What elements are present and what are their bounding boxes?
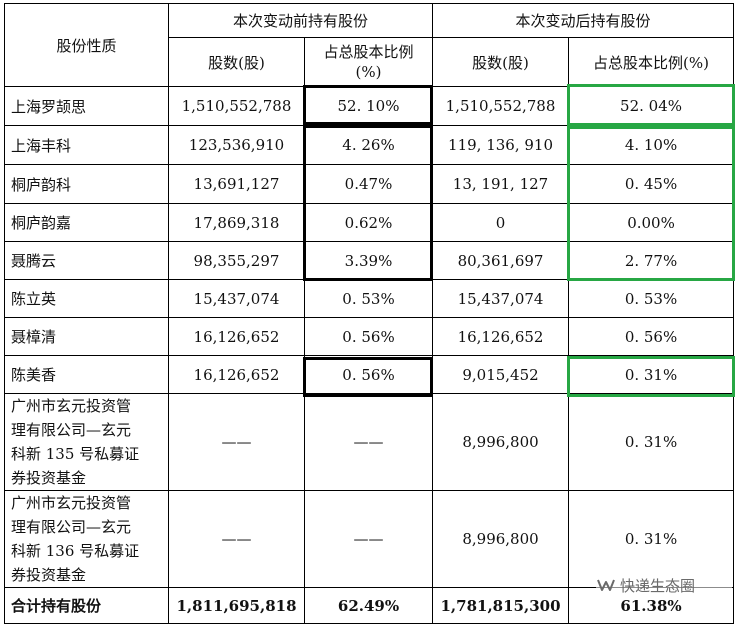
header-before-ratio-line1: 占总股本比例 <box>323 43 414 61</box>
holder-name: 上海罗颉思 <box>4 86 169 126</box>
watermark-text: 快递生态圈 <box>620 576 696 595</box>
header-after-group: 本次变动后持有股份 <box>432 3 735 38</box>
fund-name-line: 理有限公司—玄元 <box>11 518 132 536</box>
table-row: 陈立英 15,437,074 0. 53% 15,437,074 0. 53% <box>4 279 735 318</box>
holder-name: 陈立英 <box>4 279 169 318</box>
after-shares: 1,510,552,788 <box>432 86 570 126</box>
table-row: 上海丰科 123,536,910 4. 26% 119, 136, 910 4.… <box>4 125 735 165</box>
after-shares: 80,361,697 <box>432 241 570 280</box>
after-shares: 9,015,452 <box>432 355 570 394</box>
after-ratio: 0. 31% <box>568 490 735 588</box>
before-shares: 15,437,074 <box>168 279 305 318</box>
header-category: 股份性质 <box>4 3 169 87</box>
header-before-ratio: 占总股本比例 (%) <box>303 37 434 87</box>
after-ratio: 52. 04% <box>568 86 735 126</box>
after-shares: 119, 136, 910 <box>432 125 570 165</box>
wechat-channel-icon <box>596 577 616 593</box>
before-ratio: 0. 53% <box>303 279 434 318</box>
fund-name-line: 广州市玄元投资管 <box>11 494 132 512</box>
table-row: 桐庐韵嘉 17,869,318 0.62% 0 0.00% <box>4 203 735 242</box>
table-row: 陈美香 16,126,652 0. 56% 9,015,452 0. 31% <box>4 355 735 394</box>
before-shares: —— <box>168 490 305 588</box>
after-shares: 8,996,800 <box>432 393 570 491</box>
total-after-shares: 1,781,815,300 <box>432 587 570 624</box>
before-ratio: 0.62% <box>303 203 434 242</box>
table-row: 聂樟清 16,126,652 0. 56% 16,126,652 0. 56% <box>4 317 735 356</box>
fund-name-line: 券投资基金 <box>11 566 87 584</box>
header-before-ratio-line2: (%) <box>355 63 382 81</box>
fund-name-line: 科新 135 号私募证 <box>11 445 140 463</box>
total-before-shares: 1,811,695,818 <box>168 587 305 624</box>
header-before-group: 本次变动前持有股份 <box>167 3 434 38</box>
before-ratio: 3.39% <box>303 241 434 280</box>
after-ratio: 2. 77% <box>568 241 735 280</box>
table-row: 广州市玄元投资管 理有限公司—玄元 科新 135 号私募证 券投资基金 —— —… <box>4 393 735 491</box>
before-shares: 1,510,552,788 <box>168 86 305 126</box>
before-ratio: 0. 56% <box>303 355 434 394</box>
fund-name-line: 科新 136 号私募证 <box>11 542 140 560</box>
after-shares: 0 <box>432 203 570 242</box>
before-ratio: —— <box>303 490 434 588</box>
before-ratio: 52. 10% <box>303 86 434 126</box>
before-ratio: 4. 26% <box>303 125 434 165</box>
before-shares: —— <box>168 393 305 491</box>
total-label: 合计持有股份 <box>4 587 169 624</box>
before-shares: 123,536,910 <box>168 125 305 165</box>
holder-name: 聂樟清 <box>4 317 169 356</box>
total-before-ratio: 62.49% <box>303 587 434 624</box>
after-shares: 13, 191, 127 <box>432 164 570 204</box>
after-ratio: 0. 31% <box>568 355 735 394</box>
before-ratio: 0. 56% <box>303 317 434 356</box>
before-shares: 98,355,297 <box>168 241 305 280</box>
holder-name: 桐庐韵嘉 <box>4 203 169 242</box>
header-after-ratio: 占总股本比例(%) <box>568 37 735 87</box>
after-ratio: 0. 31% <box>568 393 735 491</box>
fund-name-line: 广州市玄元投资管 <box>11 397 132 415</box>
before-shares: 16,126,652 <box>168 317 305 356</box>
holder-name: 聂腾云 <box>4 241 169 280</box>
fund-name-line: 理有限公司—玄元 <box>11 421 132 439</box>
after-shares: 8,996,800 <box>432 490 570 588</box>
before-ratio: —— <box>303 393 434 491</box>
before-ratio: 0.47% <box>303 164 434 204</box>
after-ratio: 0. 45% <box>568 164 735 204</box>
fund-name-line: 券投资基金 <box>11 469 87 487</box>
after-ratio: 0. 56% <box>568 317 735 356</box>
after-ratio: 0.00% <box>568 203 735 242</box>
header-after-shares: 股数(股) <box>432 37 570 87</box>
after-ratio: 4. 10% <box>568 125 735 165</box>
watermark: 快递生态圈 <box>596 574 732 596</box>
holder-name: 桐庐韵科 <box>4 164 169 204</box>
table-row: 聂腾云 98,355,297 3.39% 80,361,697 2. 77% <box>4 241 735 280</box>
table-row: 上海罗颉思 1,510,552,788 52. 10% 1,510,552,78… <box>4 86 735 126</box>
fund-name: 广州市玄元投资管 理有限公司—玄元 科新 136 号私募证 券投资基金 <box>4 490 169 588</box>
after-shares: 16,126,652 <box>432 317 570 356</box>
shareholding-table: 股份性质 本次变动前持有股份 本次变动后持有股份 股数(股) 占总股本比例 (%… <box>4 3 735 624</box>
holder-name: 上海丰科 <box>4 125 169 165</box>
after-shares: 15,437,074 <box>432 279 570 318</box>
before-shares: 13,691,127 <box>168 164 305 204</box>
before-shares: 17,869,318 <box>168 203 305 242</box>
after-ratio: 0. 53% <box>568 279 735 318</box>
before-shares: 16,126,652 <box>168 355 305 394</box>
fund-name: 广州市玄元投资管 理有限公司—玄元 科新 135 号私募证 券投资基金 <box>4 393 169 491</box>
table-row: 广州市玄元投资管 理有限公司—玄元 科新 136 号私募证 券投资基金 —— —… <box>4 490 735 588</box>
header-before-shares: 股数(股) <box>168 37 305 87</box>
holder-name: 陈美香 <box>4 355 169 394</box>
table-row: 桐庐韵科 13,691,127 0.47% 13, 191, 127 0. 45… <box>4 164 735 204</box>
